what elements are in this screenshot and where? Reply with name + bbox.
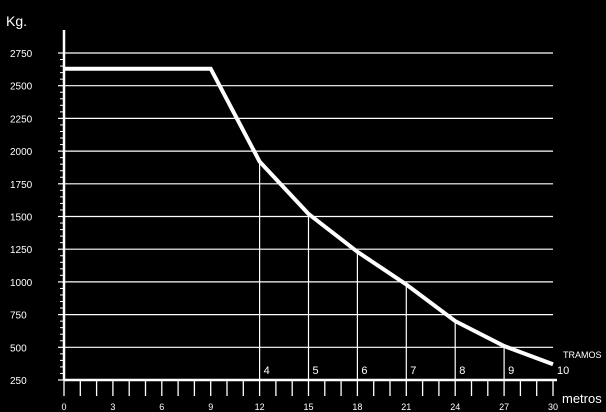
x-tick-label: 18 bbox=[352, 402, 362, 412]
tramo-markers: 4 5 6 7 8 9 10 bbox=[259, 161, 569, 380]
tramo-label: 7 bbox=[410, 365, 416, 377]
x-tick-label: 9 bbox=[208, 402, 213, 412]
x-tick-label: 24 bbox=[450, 402, 460, 412]
y-tick-label: 1500 bbox=[10, 213, 33, 224]
tramo-label: 6 bbox=[361, 365, 367, 377]
series-line bbox=[64, 66, 554, 367]
x-tick-label: 6 bbox=[159, 402, 164, 412]
y-tick-label: 2250 bbox=[10, 114, 33, 125]
y-tick-label: 1000 bbox=[10, 278, 33, 289]
y-tick-label: 250 bbox=[10, 376, 27, 387]
tramo-label: 10 bbox=[557, 365, 569, 377]
y-tick-label: 2500 bbox=[10, 82, 33, 93]
series bbox=[64, 66, 554, 367]
tramos-label: TRAMOS bbox=[563, 350, 602, 360]
y-tick-label: 2750 bbox=[10, 49, 33, 60]
x-tick-label: 0 bbox=[61, 402, 66, 412]
y-tick-label: 500 bbox=[10, 343, 27, 354]
x-tick-label: 3 bbox=[110, 402, 115, 412]
y-tick-label: 1250 bbox=[10, 245, 33, 256]
x-tick-label: 21 bbox=[401, 402, 411, 412]
axes: 2505007501000125015001750200022502500275… bbox=[10, 30, 558, 412]
tramo-label: 4 bbox=[264, 365, 270, 377]
tramo-label: 5 bbox=[313, 365, 319, 377]
x-tick-label: 15 bbox=[303, 402, 313, 412]
tramo-label: 9 bbox=[508, 365, 514, 377]
x-axis-label: metros bbox=[562, 391, 602, 406]
y-tick-label: 750 bbox=[10, 311, 27, 322]
tramo-label: 8 bbox=[459, 365, 465, 377]
y-axis-label: Kg. bbox=[6, 13, 27, 29]
labels: Kg. metros TRAMOS bbox=[6, 13, 602, 406]
y-tick-label: 1750 bbox=[10, 180, 33, 191]
y-tick-label: 2000 bbox=[10, 147, 33, 158]
x-tick-label: 30 bbox=[548, 402, 558, 412]
x-tick-label: 27 bbox=[499, 402, 509, 412]
x-tick-label: 12 bbox=[255, 402, 265, 412]
